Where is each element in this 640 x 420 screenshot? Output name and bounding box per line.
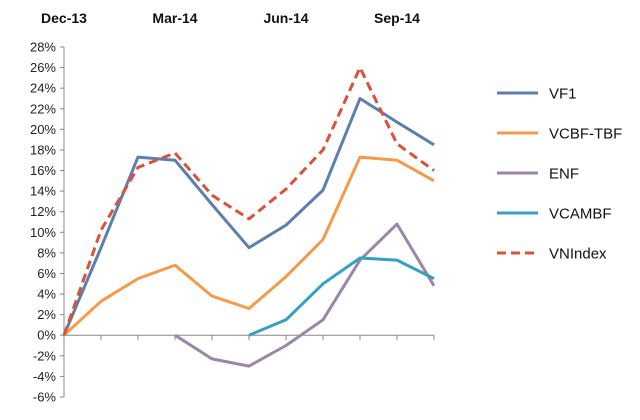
y-tick-label: 10% bbox=[30, 225, 56, 240]
legend-label: VCBF-TBF bbox=[549, 126, 622, 143]
x-period-label: Dec-13 bbox=[41, 10, 87, 26]
series-line-enf bbox=[174, 222, 436, 368]
y-tick-label: -2% bbox=[33, 348, 57, 363]
x-axis: Dec-13 Mar-14 Jun-14 Sep-14 bbox=[41, 10, 435, 341]
y-tick-label: 18% bbox=[30, 142, 56, 157]
y-tick-label: 4% bbox=[37, 287, 56, 302]
y-tick-label: -6% bbox=[33, 390, 57, 405]
x-period-label: Jun-14 bbox=[263, 10, 308, 26]
x-period-label: Mar-14 bbox=[152, 10, 197, 26]
x-period-label: Sep-14 bbox=[374, 10, 420, 26]
series-line-vf1 bbox=[62, 97, 435, 336]
legend-label: VCAMBF bbox=[549, 206, 612, 223]
y-tick-label: 26% bbox=[30, 60, 56, 75]
legend-label: ENF bbox=[549, 166, 579, 183]
y-tick-label: 24% bbox=[30, 81, 56, 96]
series-line-vnindex bbox=[62, 66, 435, 336]
y-tick-label: 6% bbox=[37, 266, 56, 281]
legend: VF1 VCBF-TBF ENF VCAMBF VNIndex bbox=[497, 86, 622, 263]
legend-label: VNIndex bbox=[549, 246, 607, 263]
y-tick-label: 12% bbox=[30, 204, 56, 219]
series-lines bbox=[62, 66, 436, 368]
y-tick-label: 28% bbox=[30, 40, 56, 55]
y-tick-label: 0% bbox=[37, 328, 56, 343]
y-tick-label: 22% bbox=[30, 101, 56, 116]
y-tick-label: 16% bbox=[30, 163, 56, 178]
series-line-vcambf bbox=[248, 256, 435, 337]
y-tick-label: -4% bbox=[33, 369, 57, 384]
y-tick-label: 14% bbox=[30, 184, 56, 199]
y-tick-label: 20% bbox=[30, 122, 56, 137]
y-tick-label: 2% bbox=[37, 307, 56, 322]
legend-label: VF1 bbox=[549, 86, 577, 103]
series-line-vcbf-tbf bbox=[62, 155, 435, 337]
y-axis: -6% -4% -2% 0% 2% 4% 6% 8% 10% 12% 14% 16% 18% 20% 22%… bbox=[30, 40, 65, 405]
y-tick-label: 8% bbox=[37, 245, 56, 260]
